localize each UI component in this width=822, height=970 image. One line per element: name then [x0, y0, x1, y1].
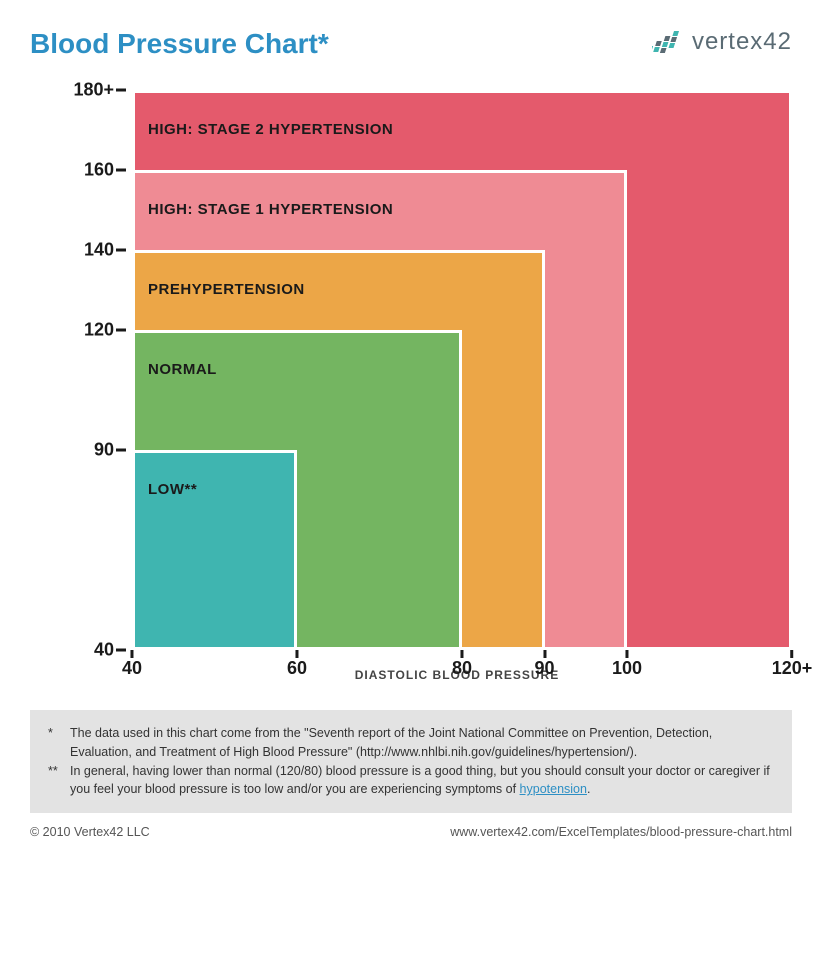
hypotension-link[interactable]: hypotension	[520, 782, 587, 796]
x-tick: 90	[534, 650, 554, 679]
zone-label-stage2: HIGH: STAGE 2 HYPERTENSION	[148, 121, 393, 138]
zone-label-normal: NORMAL	[148, 361, 217, 378]
zone-label-low: LOW**	[148, 481, 197, 498]
zone-label-prehyp: PREHYPERTENSION	[148, 281, 305, 298]
logo-icon	[652, 28, 686, 56]
y-tick: 120	[84, 320, 132, 341]
x-tick: 60	[287, 650, 307, 679]
plot-area: HIGH: STAGE 2 HYPERTENSION HIGH: STAGE 1 …	[132, 90, 792, 650]
source-url: www.vertex42.com/ExcelTemplates/blood-pr…	[450, 825, 792, 839]
footnote-box: * The data used in this chart come from …	[30, 710, 792, 813]
y-tick: 180+	[73, 80, 132, 101]
x-tick: 80	[452, 650, 472, 679]
footnote-2-text: In general, having lower than normal (12…	[70, 762, 774, 800]
page-title: Blood Pressure Chart*	[30, 28, 329, 60]
y-tick: 90	[94, 440, 132, 461]
y-tick: 160	[84, 160, 132, 181]
x-tick: 100	[612, 650, 642, 679]
footnote-1-marker: *	[48, 724, 70, 762]
x-tick: 120+	[772, 650, 813, 679]
y-tick: 140	[84, 240, 132, 261]
page-footer: © 2010 Vertex42 LLC www.vertex42.com/Exc…	[30, 825, 792, 839]
footnote-2-marker: **	[48, 762, 70, 800]
bp-chart: SYSTOLIC BLOOD PRESSURE HIGH: STAGE 2 HY…	[92, 90, 792, 682]
footnote-1-text: The data used in this chart come from th…	[70, 724, 774, 762]
x-tick: 40	[122, 650, 142, 679]
zone-low	[132, 450, 297, 650]
logo-text: vertex42	[692, 28, 792, 56]
vertex42-logo: vertex42	[652, 28, 792, 56]
copyright-text: © 2010 Vertex42 LLC	[30, 825, 150, 839]
zone-label-stage1: HIGH: STAGE 1 HYPERTENSION	[148, 201, 393, 218]
